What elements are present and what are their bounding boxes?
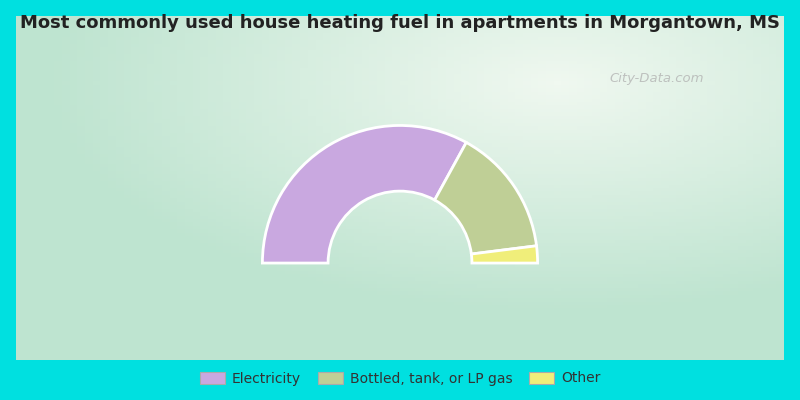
Text: City-Data.com: City-Data.com — [610, 72, 704, 85]
Wedge shape — [262, 126, 466, 263]
Wedge shape — [434, 142, 537, 254]
Wedge shape — [471, 246, 538, 263]
Legend: Electricity, Bottled, tank, or LP gas, Other: Electricity, Bottled, tank, or LP gas, O… — [194, 366, 606, 391]
Text: Most commonly used house heating fuel in apartments in Morgantown, MS: Most commonly used house heating fuel in… — [20, 14, 780, 32]
